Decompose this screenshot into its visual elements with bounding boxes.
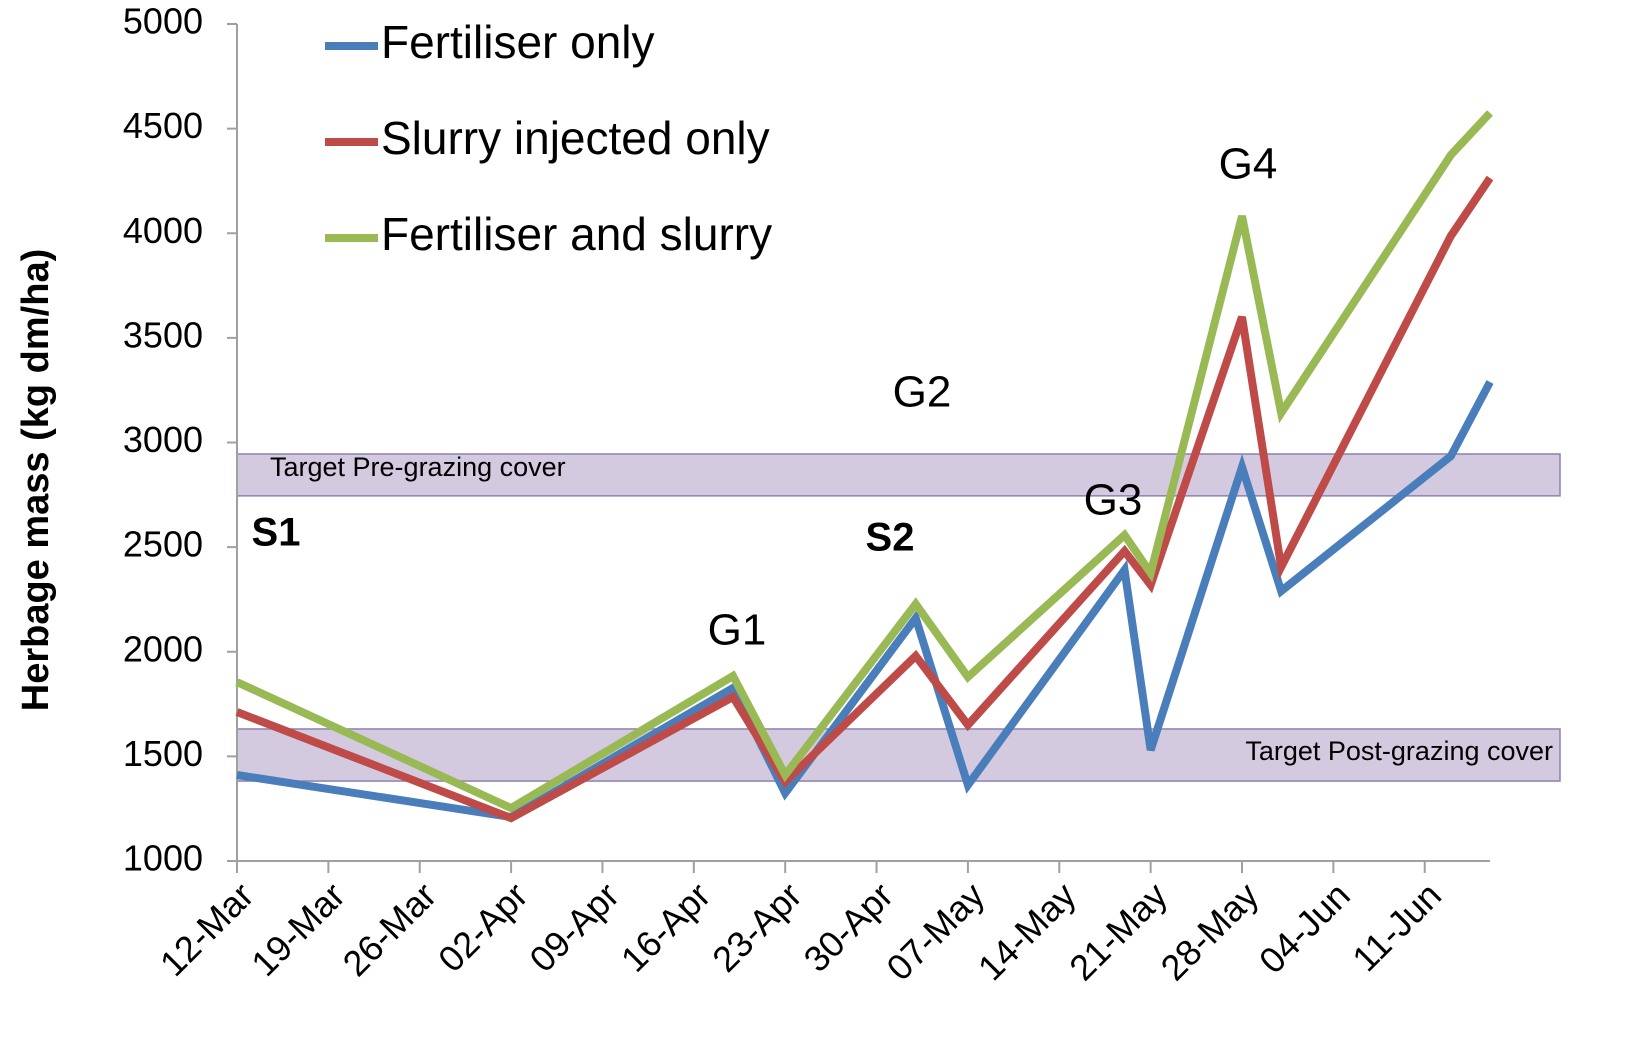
annotation: G4 [1219,140,1278,189]
band-label: Target Pre-grazing cover [270,452,566,482]
x-tick-label: 21-May [1061,874,1175,988]
x-tick-label: 09-Apr [521,874,626,979]
legend-label: Slurry injected only [381,112,770,164]
x-tick-label: 12-Mar [152,874,262,984]
y-tick-label: 3000 [123,419,203,460]
x-tick-label: 28-May [1153,874,1267,988]
annotation: S2 [866,516,915,560]
y-axis-title: Herbage mass (kg dm/ha) [15,249,57,711]
annotation: G3 [1084,476,1143,525]
x-tick-label: 04-Jun [1251,874,1358,981]
series-line [236,380,1494,822]
y-tick-label: 5000 [123,1,203,42]
x-tick-label: 02-Apr [430,874,535,979]
y-tick-label: 4500 [123,105,203,146]
y-tick-label: 2000 [123,628,203,669]
x-tick-label: 11-Jun [1344,874,1449,979]
annotation: G2 [893,368,952,417]
x-tick-label: 07-May [878,874,992,988]
band-label: Target Post-grazing cover [1245,736,1553,766]
x-tick-label: 14-May [970,874,1084,988]
x-tick-label: 16-Apr [613,874,718,979]
y-tick-label: 1500 [123,733,203,774]
x-tick-label: 26-Mar [334,874,444,984]
series-line [235,110,1493,813]
x-tick-label: 19-Mar [243,874,353,984]
legend-label: Fertiliser only [381,16,655,68]
band [236,728,1561,782]
annotation: S1 [252,511,301,555]
y-tick-label: 3500 [123,314,203,355]
annotation: G1 [708,606,767,655]
y-tick-label: 1000 [123,838,203,879]
legend-label: Fertiliser and slurry [381,208,772,260]
y-tick-label: 2500 [123,524,203,565]
y-tick-label: 4000 [123,210,203,251]
series-line [235,175,1494,823]
x-tick-label: 23-Apr [704,874,809,979]
